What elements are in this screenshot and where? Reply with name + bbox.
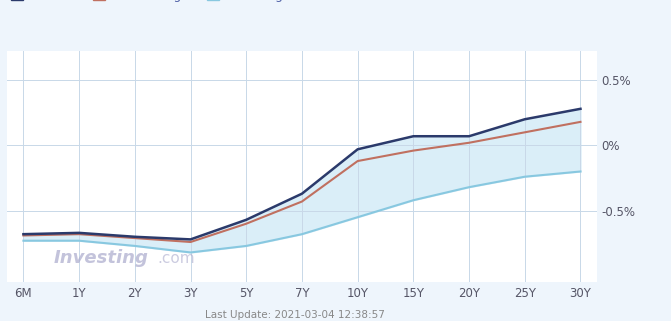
Text: Investing: Investing (54, 249, 148, 267)
Text: Last Update: 2021-03-04 12:38:57: Last Update: 2021-03-04 12:38:57 (205, 310, 385, 320)
Text: .com: .com (158, 251, 195, 266)
Legend: Current, 1 Month Ago, 1 Year Ago: Current, 1 Month Ago, 1 Year Ago (7, 0, 296, 7)
